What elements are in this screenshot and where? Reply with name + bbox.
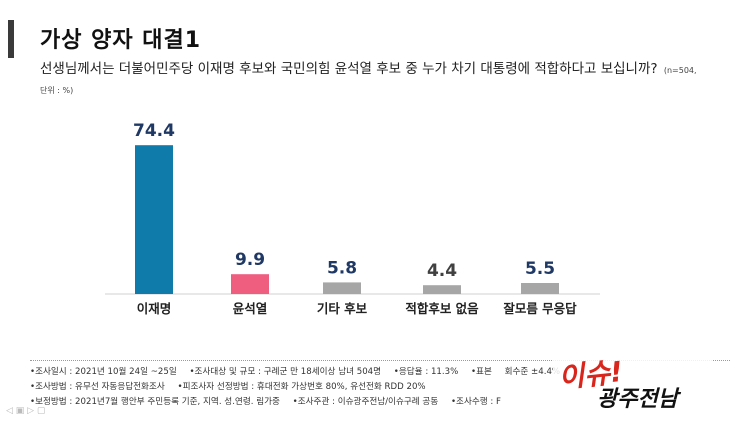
bar-value-label: 9.9 [235, 250, 265, 270]
bar-value-label: 74.4 [133, 121, 175, 141]
title-accent-bar [8, 20, 14, 58]
bar-5 [521, 283, 559, 294]
issue-gwangju-jeonnam-logo: 이슈! 광주전남 [553, 350, 713, 412]
category-label: 기타 후보 [317, 301, 368, 316]
note-organizer: •조사주관 : 이슈광주전남/이슈구례 공동 [292, 397, 439, 407]
logo-image: 이슈! 광주전남 [557, 355, 682, 412]
note-selection-method: •피조사자 선정방법 : 휴대전화 가상번호 80%, 유선전화 RDD 20% [177, 382, 426, 392]
logo-text-top: 이슈! [557, 355, 624, 395]
logo-text-bottom: 광주전남 [597, 387, 682, 412]
bar-4 [423, 285, 461, 294]
note-survey-target: •조사대상 및 규모 : 구례군 만 18세이상 남녀 504명 [189, 367, 382, 377]
category-label: 잘모름 무응답 [503, 301, 577, 316]
category-label: 이재명 [137, 301, 172, 316]
category-label: 윤석열 [233, 301, 268, 316]
survey-question: 선생님께서는 더불어민주당 이재명 후보와 국민의힘 윤석열 후보 중 누가 차… [40, 60, 700, 100]
bar-2 [231, 274, 269, 294]
question-note: (n=504, 단위 : %) [40, 66, 697, 95]
note-weighting: •보정방법 : 2021년7월 행안부 주민등록 기준, 지역. 성.연령. 림… [30, 397, 280, 407]
bar-3 [323, 282, 361, 294]
note-survey-method: •조사방법 : 유무선 자동응답전화조사 [30, 382, 165, 392]
note-survey-date: •조사일시 : 2021년 10월 24일 ~25일 [30, 367, 177, 377]
note-response-rate: •응답율 : 11.3% [393, 367, 459, 377]
notes-line: •보정방법 : 2021년7월 행안부 주민등록 기준, 지역. 성.연령. 림… [30, 395, 730, 410]
note-confidence: 회수준 ±4.4% [504, 367, 561, 377]
survey-notes: •조사일시 : 2021년 10월 24일 ~25일 •조사대상 및 규모 : … [30, 360, 730, 410]
bar-value-label: 5.8 [327, 258, 357, 278]
slide-controls: ◁ ▣ ▷ ▢ [6, 406, 46, 416]
note-conductor: •조사수행 : F [450, 397, 501, 407]
notes-line: •조사일시 : 2021년 10월 24일 ~25일 •조사대상 및 규모 : … [30, 365, 730, 380]
bar-value-label: 5.5 [525, 259, 555, 279]
category-label: 적합후보 없음 [405, 301, 479, 316]
bar-value-label: 4.4 [427, 261, 457, 281]
question-text: 선생님께서는 더불어민주당 이재명 후보와 국민의힘 윤석열 후보 중 누가 차… [40, 61, 658, 77]
bar-1 [135, 145, 173, 294]
note-sample: •표본 [470, 367, 492, 377]
notes-line: •조사방법 : 유무선 자동응답전화조사 •피조사자 선정방법 : 휴대전화 가… [30, 380, 730, 395]
bar-chart: 74.4 이재명 9.9 윤석열 5.8 기타 후보 4.4 적합후보 없음 5.5 잘모름 무응… [105, 121, 600, 316]
page-title: 가상 양자 대결1 [40, 28, 202, 53]
